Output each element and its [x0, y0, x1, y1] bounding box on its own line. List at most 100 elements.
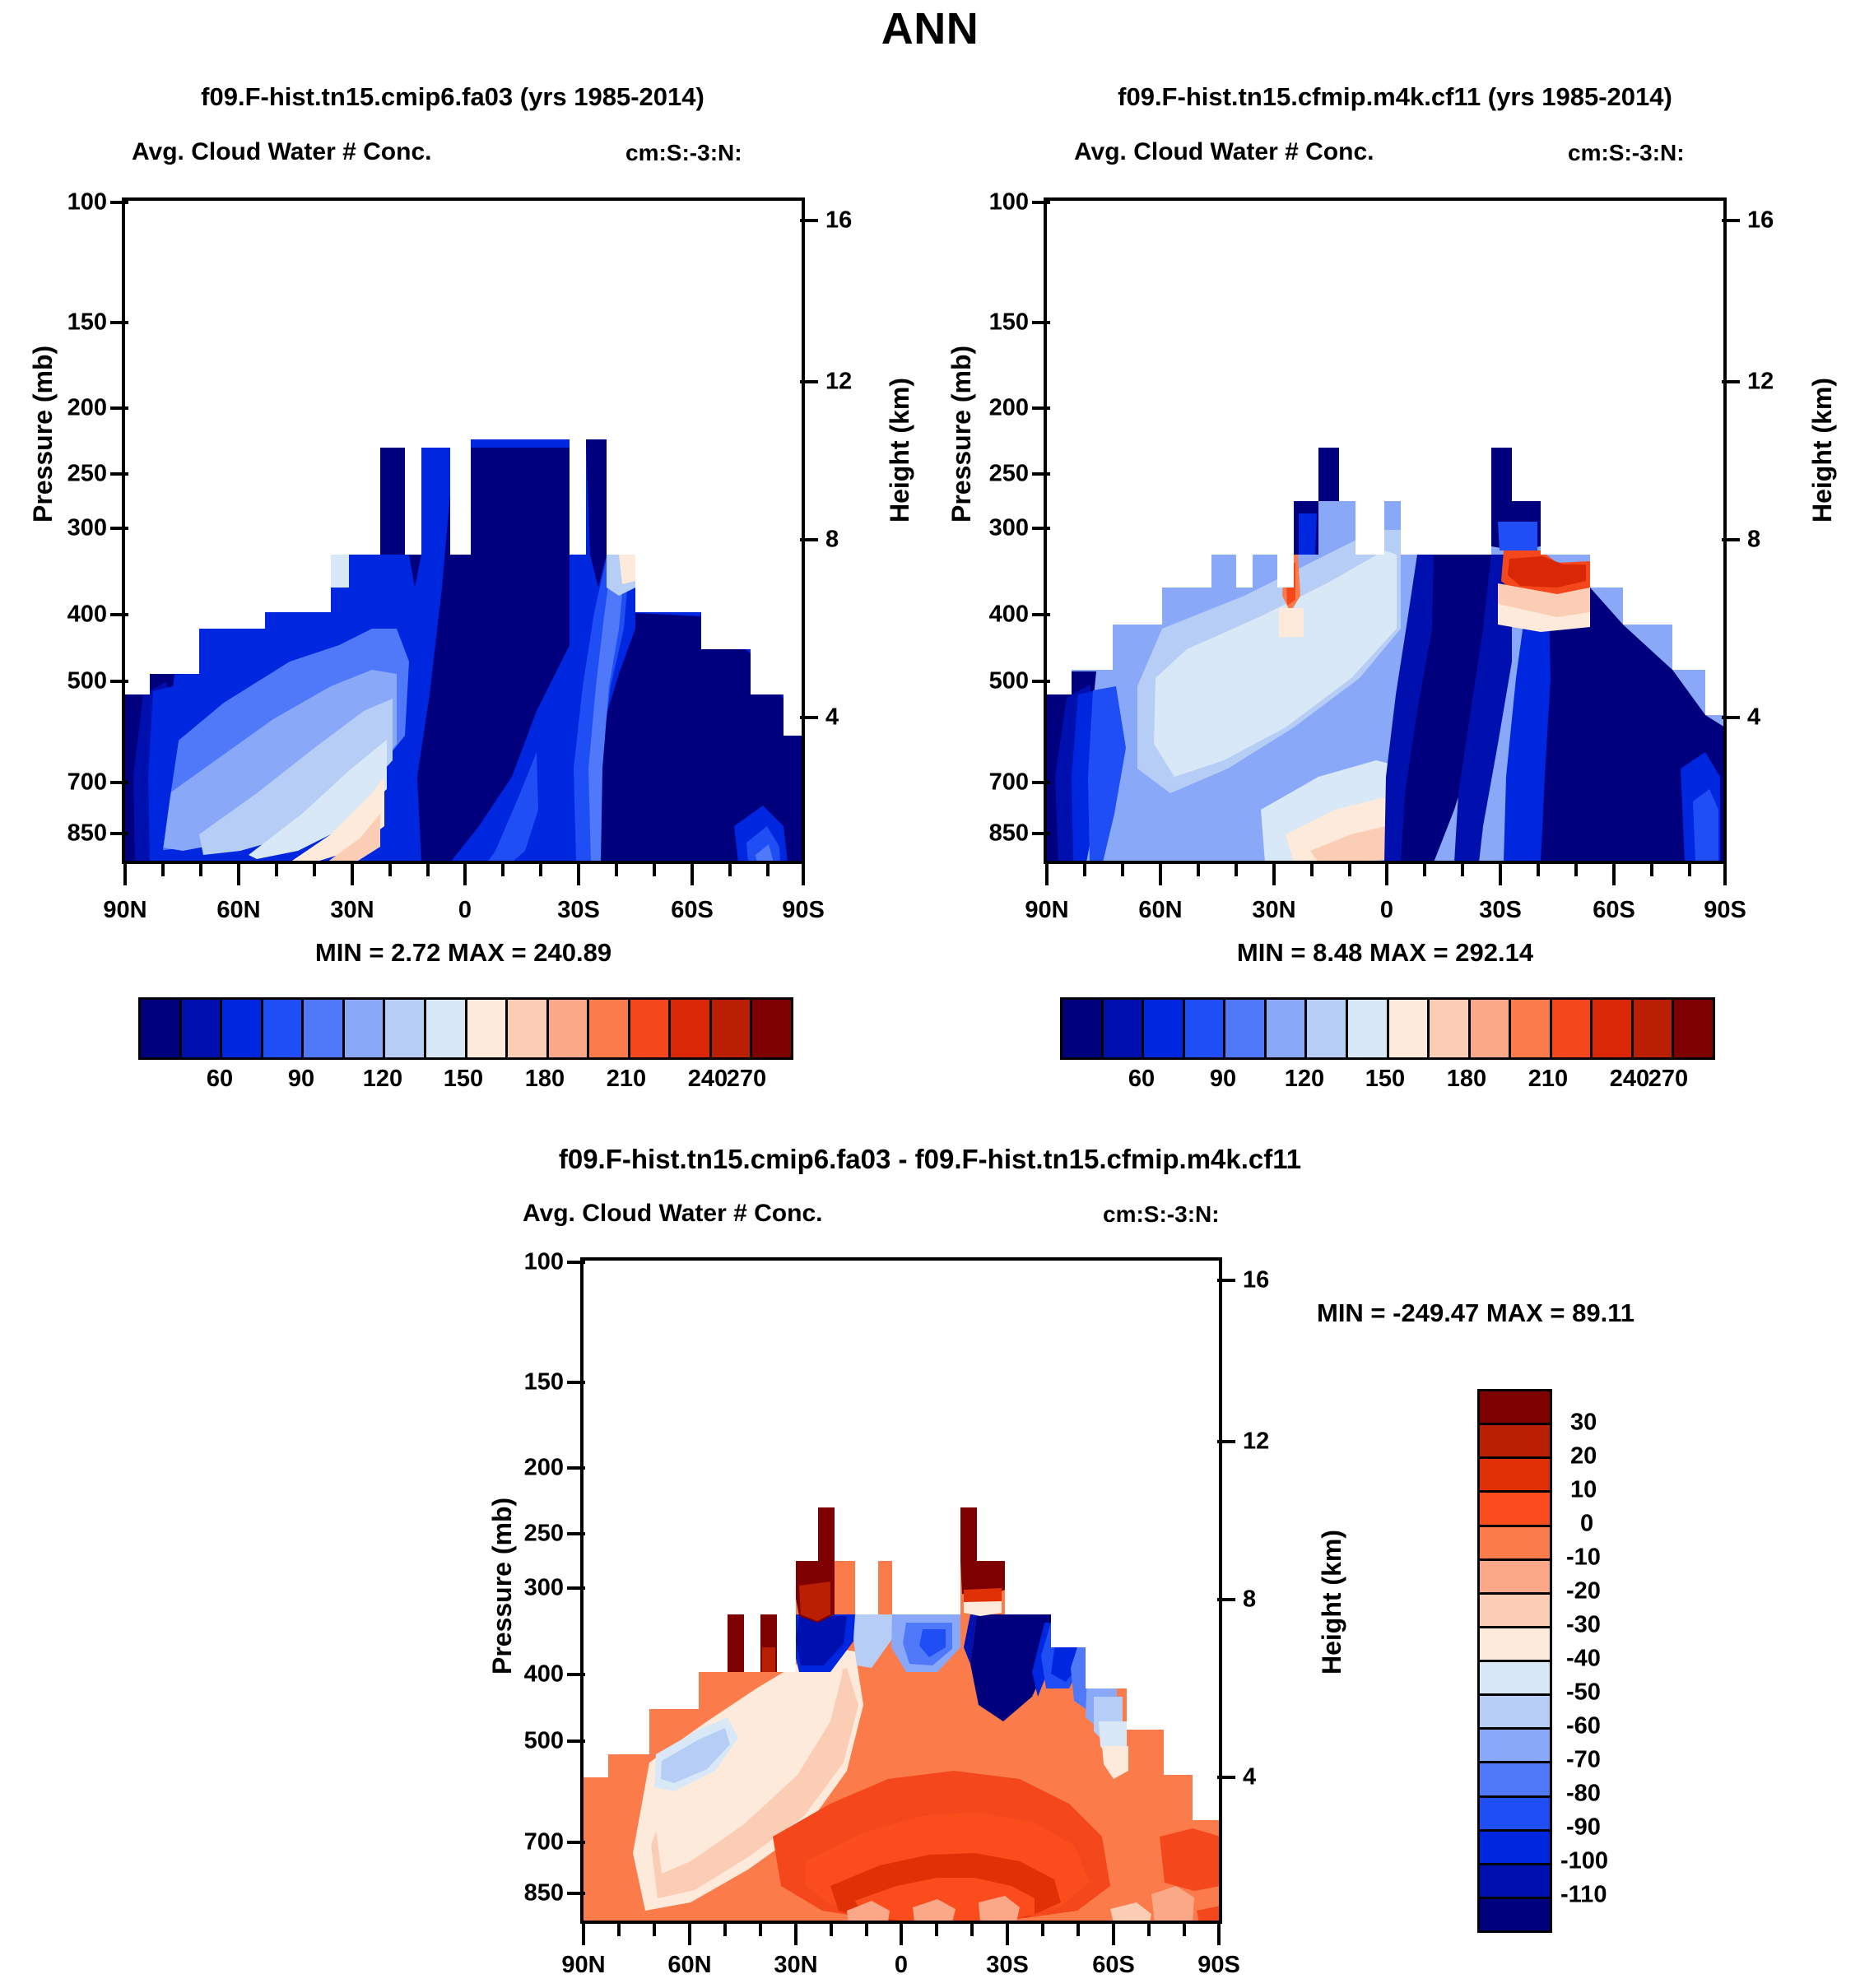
ytick-label-height: 4 [825, 704, 839, 731]
colorbar-cell [1480, 1493, 1550, 1527]
ytick-label: 700 [988, 769, 1029, 796]
colorbar-label: 60 [1128, 1066, 1156, 1092]
colorbar-cell [1388, 1000, 1430, 1057]
panel-topright-y-axis-title: Pressure (mb) [946, 345, 976, 523]
colorbar-label: 210 [606, 1066, 647, 1092]
colorbar-label: -60 [1566, 1712, 1601, 1740]
colorbar-cell [1103, 1000, 1145, 1057]
page-title: ANN [881, 4, 979, 53]
ytick-label: 850 [523, 1879, 564, 1907]
colorbar-label: 10 [1570, 1476, 1597, 1503]
ytick-label: 150 [67, 309, 107, 336]
ytick-label-height: 12 [825, 368, 853, 395]
colorbar-cell [1184, 1000, 1226, 1057]
colorbar-cell [1480, 1865, 1550, 1899]
colorbar-cell [1511, 1000, 1552, 1057]
ytick-label: 300 [988, 514, 1029, 541]
xtick-label: 90N [1025, 897, 1069, 923]
xtick-label: 0 [1379, 897, 1394, 923]
colorbar-cell [385, 1000, 426, 1057]
colorbar-label: 150 [1365, 1066, 1406, 1092]
colorbar-label: -110 [1560, 1881, 1607, 1908]
panel-difference-y2-axis-title: Height (km) [1317, 1530, 1346, 1674]
xtick-label: 60N [216, 897, 261, 923]
colorbar-label: -90 [1566, 1814, 1601, 1841]
xtick-label: 90N [561, 1952, 606, 1978]
xtick-label: 30S [986, 1952, 1029, 1978]
ytick-label: 250 [67, 460, 107, 487]
xtick-label: 30N [330, 897, 374, 923]
colorbar-cell [141, 1000, 182, 1057]
colorbar-label: -50 [1566, 1679, 1601, 1706]
colorbar-cell [1480, 1425, 1550, 1460]
panel-topright-title: f09.F-hist.tn15.cfmip.m4k.cf11 (yrs 1985… [1118, 82, 1672, 111]
colorbar-label: -10 [1566, 1544, 1601, 1571]
colorbar-cell [671, 1000, 712, 1057]
ytick-label: 200 [67, 394, 107, 421]
colorbar-cell [1480, 1628, 1550, 1662]
colorbar-label: 150 [443, 1066, 484, 1092]
colorbar-absolute-left[interactable] [138, 997, 793, 1060]
ytick-label: 100 [67, 188, 107, 216]
colorbar-label: 90 [1209, 1066, 1237, 1092]
ytick-label-height: 12 [1243, 1428, 1270, 1455]
xtick-label: 60N [1138, 897, 1183, 923]
xtick-label: 30N [774, 1952, 818, 1978]
xtick-label: 0 [458, 897, 472, 923]
panel-topleft-title: f09.F-hist.tn15.cmip6.fa03 (yrs 1985-201… [201, 82, 704, 111]
panel-difference-plot-frame [580, 1257, 1222, 1924]
colorbar-cell [1347, 1000, 1389, 1057]
colorbar-cell [1480, 1526, 1550, 1561]
xtick-label: 60S [671, 897, 714, 923]
colorbar-cell [1480, 1560, 1550, 1595]
colorbar-difference[interactable] [1477, 1389, 1552, 1933]
panel-topleft-plot-frame [122, 197, 805, 864]
colorbar-label: 270 [1648, 1066, 1689, 1092]
panel-difference-minmax: MIN = -249.47 MAX = 89.11 [1317, 1298, 1634, 1327]
ytick-label: 400 [988, 601, 1029, 628]
colorbar-label: 0 [1580, 1510, 1594, 1537]
ytick-label: 300 [523, 1574, 564, 1601]
colorbar-cell [263, 1000, 305, 1057]
colorbar-cell [630, 1000, 672, 1057]
panel-topleft-variable-label: Avg. Cloud Water # Conc. [132, 138, 432, 165]
ytick-label: 150 [988, 309, 1029, 336]
colorbar-label: 120 [362, 1066, 403, 1092]
colorbar-cell [1593, 1000, 1634, 1057]
colorbar-absolute-right[interactable] [1060, 997, 1715, 1060]
xtick-label: 30S [1479, 897, 1522, 923]
panel-topleft-y2-axis-title: Height (km) [885, 378, 914, 523]
panel-topright-variable-label: Avg. Cloud Water # Conc. [1074, 138, 1374, 165]
ytick-label: 200 [523, 1454, 564, 1481]
ytick-label: 150 [523, 1368, 564, 1396]
colorbar-label: 270 [726, 1066, 767, 1092]
panel-topright-units-label: cm:S:-3:N: [1568, 140, 1685, 165]
colorbar-cell [344, 1000, 386, 1057]
ytick-label-height: 8 [825, 526, 839, 553]
colorbar-label: 240 [687, 1066, 728, 1092]
colorbar-cell [425, 1000, 467, 1057]
panel-topright-y2-axis-title: Height (km) [1807, 378, 1837, 523]
ytick-label: 700 [67, 769, 107, 796]
ytick-label: 250 [523, 1520, 564, 1547]
colorbar-cell [1266, 1000, 1308, 1057]
colorbar-cell [467, 1000, 509, 1057]
colorbar-label: 210 [1528, 1066, 1569, 1092]
ytick-label: 500 [523, 1727, 564, 1754]
ytick-label: 700 [523, 1828, 564, 1856]
colorbar-cell [1225, 1000, 1267, 1057]
colorbar-cell [1633, 1000, 1675, 1057]
ytick-label: 850 [988, 820, 1029, 847]
ytick-label: 100 [988, 188, 1029, 216]
colorbar-cell [1480, 1831, 1550, 1865]
xtick-label: 30N [1252, 897, 1296, 923]
panel-topright-plot-frame [1044, 197, 1727, 864]
colorbar-cell [181, 1000, 223, 1057]
panel-difference-contour-field [584, 1261, 1219, 1921]
colorbar-cell [222, 1000, 263, 1057]
colorbar-label: 180 [1446, 1066, 1487, 1092]
ytick-label: 300 [67, 514, 107, 541]
panel-difference-units-label: cm:S:-3:N: [1103, 1201, 1220, 1227]
xtick-label: 90S [1197, 1952, 1240, 1978]
colorbar-label: -30 [1566, 1611, 1601, 1638]
